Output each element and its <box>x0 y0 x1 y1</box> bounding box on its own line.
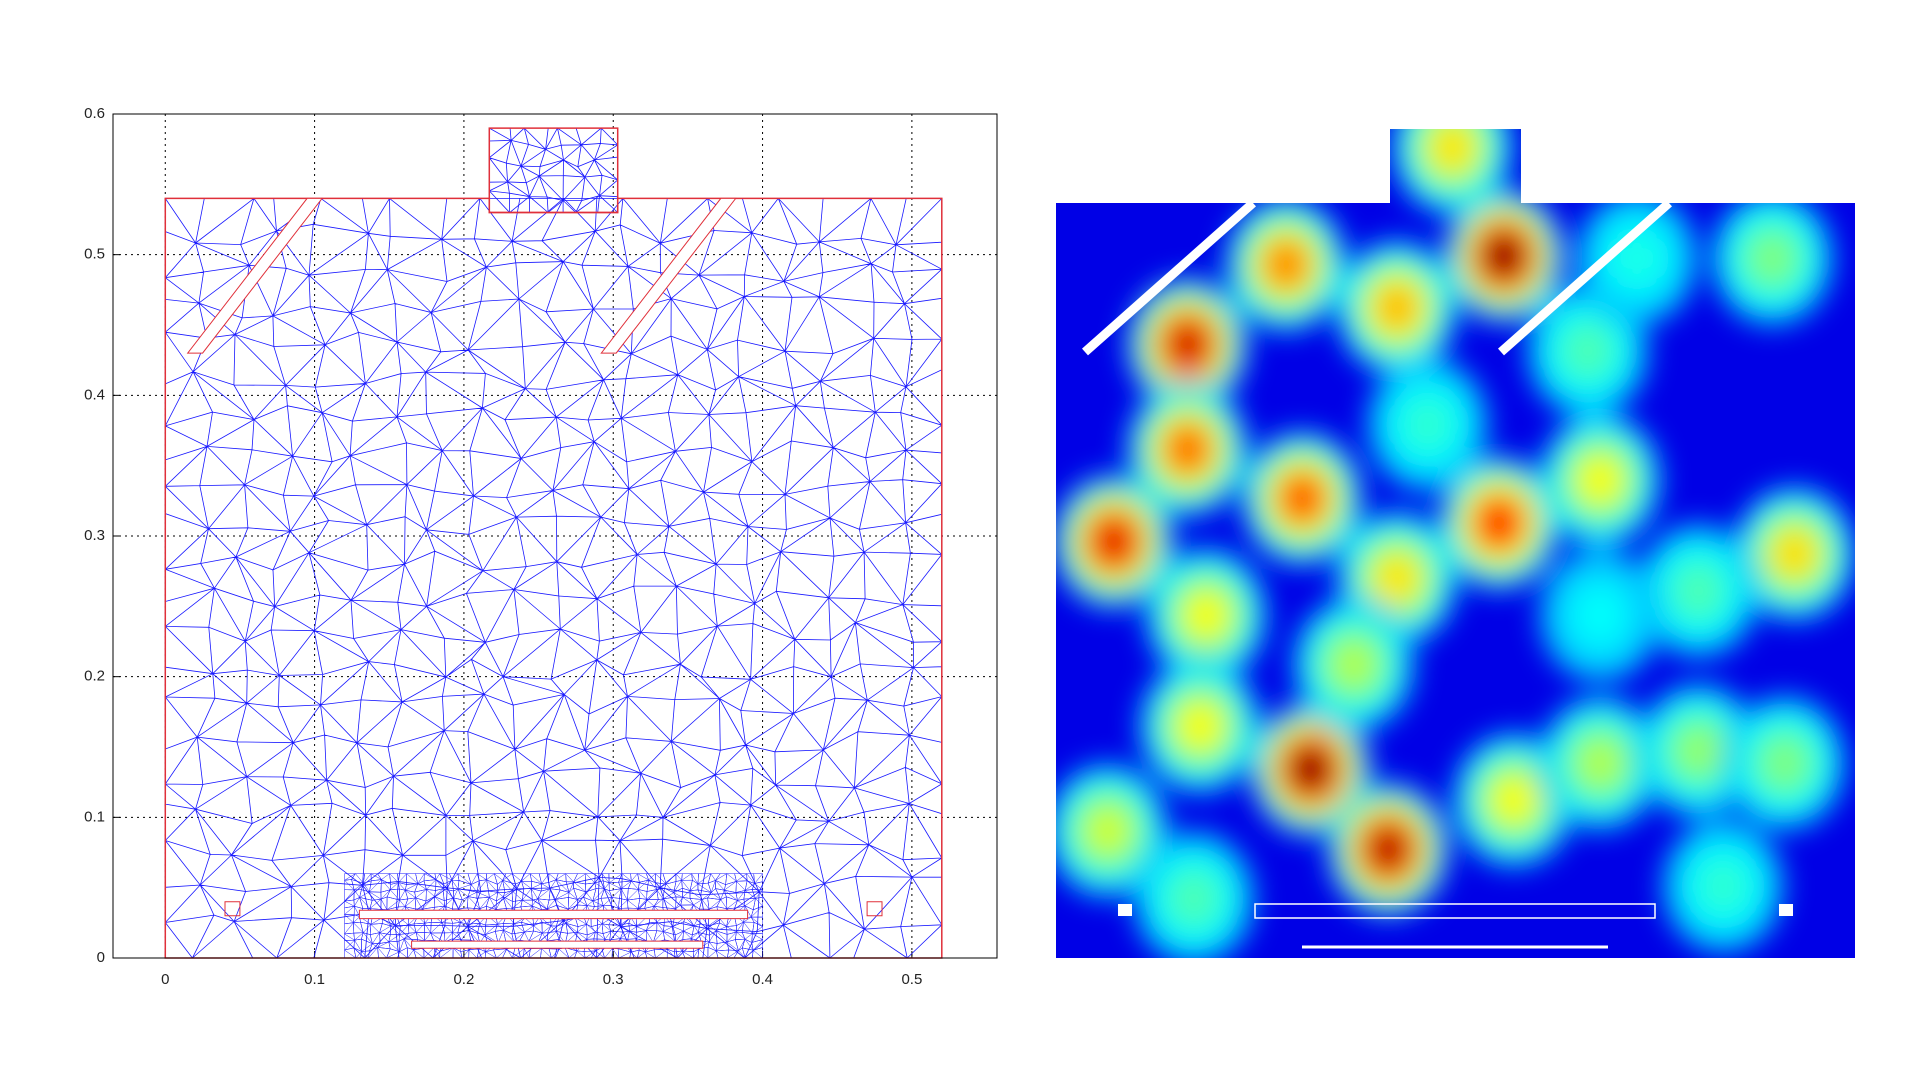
x-tick-label: 0.4 <box>752 971 773 988</box>
field-blob <box>1290 747 1331 792</box>
field-blob <box>1173 876 1214 921</box>
field-blob <box>1167 322 1208 367</box>
sensor <box>1779 904 1793 916</box>
sensor <box>866 901 883 917</box>
field-blob <box>1678 728 1719 773</box>
x-tick-label: 0.1 <box>304 971 325 988</box>
field-blob <box>1580 458 1620 502</box>
electrode <box>1254 903 1656 919</box>
slot <box>600 197 737 354</box>
field-blobs <box>1056 129 1855 958</box>
field <box>1056 129 1855 958</box>
slot <box>1082 199 1256 356</box>
field-blob <box>1764 741 1805 786</box>
field-blob <box>1479 501 1519 546</box>
mesh-coarse <box>164 198 943 959</box>
sensor <box>224 901 241 917</box>
y-tick-label: 0.5 <box>84 246 105 263</box>
y-tick-label: 0.4 <box>84 386 105 403</box>
field-blob <box>1407 402 1448 447</box>
field-blob <box>1703 864 1743 909</box>
field-blob <box>1093 519 1134 564</box>
y-tick-label: 0.1 <box>84 808 105 825</box>
field-blob <box>1432 129 1473 170</box>
field-blob <box>1493 778 1534 822</box>
electrode <box>411 940 704 949</box>
field-blob <box>1752 236 1793 281</box>
field-blob <box>1580 741 1620 786</box>
field-blob <box>1567 328 1608 373</box>
field-blob <box>1377 285 1417 330</box>
field-blob <box>1282 476 1323 521</box>
x-tick-label: 0 <box>161 971 169 988</box>
x-tick-label: 0.5 <box>901 971 922 988</box>
field-blob <box>1266 242 1307 287</box>
x-tick-label: 0.2 <box>453 971 474 988</box>
electrode <box>358 909 749 920</box>
field-blob <box>1167 427 1208 472</box>
field-blob <box>1368 827 1409 872</box>
x-tick-label: 0.3 <box>603 971 624 988</box>
mesh-plot: 0 0.1 0.2 0.3 0.4 0.5 0 0.1 0.2 0.3 0.4 0.5 0.6 <box>84 105 998 988</box>
field-blob <box>1484 234 1524 278</box>
field-blob <box>1186 593 1227 638</box>
sensor <box>1118 904 1132 916</box>
y-tick-label: 0.3 <box>84 527 105 544</box>
field-blob <box>1087 808 1128 853</box>
y-tick-label: 0 <box>97 949 105 966</box>
y-tick-label: 0.2 <box>84 668 105 685</box>
field-plot <box>1056 129 1855 958</box>
field-blob <box>1333 642 1374 687</box>
mesh <box>164 127 943 959</box>
mesh-fine <box>344 873 763 959</box>
field-blob <box>1678 568 1719 613</box>
field-blob <box>1377 556 1417 601</box>
field-blob <box>1180 704 1220 749</box>
y-tick-label: 0.6 <box>84 105 105 122</box>
slot <box>186 197 324 354</box>
field-blob <box>1617 236 1657 281</box>
field-blob <box>1580 593 1620 638</box>
axes-frame <box>112 113 998 959</box>
field-blob <box>1774 531 1815 576</box>
slot <box>1498 199 1672 356</box>
boundary-top <box>488 127 619 214</box>
